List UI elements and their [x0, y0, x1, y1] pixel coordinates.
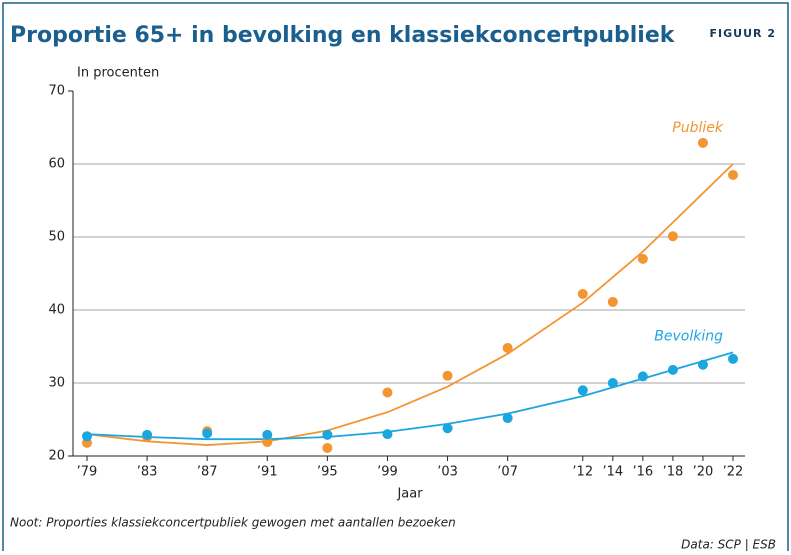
data-point	[697, 137, 708, 148]
x-axis-label: Jaar	[396, 487, 423, 502]
data-point	[202, 428, 213, 439]
series-label: Publiek	[672, 120, 724, 136]
data-point	[728, 353, 738, 364]
x-tick-label: ’22	[723, 465, 744, 480]
x-tick-label: ’91	[257, 465, 278, 480]
x-tick-label: ’95	[317, 465, 338, 480]
series-label: Bevolking	[654, 328, 723, 344]
x-tick-label: ’79	[77, 465, 98, 480]
x-tick-label: ’20	[693, 465, 714, 480]
x-tick-label: ’07	[497, 465, 518, 480]
data-point	[82, 431, 92, 442]
figure-label: FIGUUR 2	[710, 27, 776, 40]
data-point	[322, 442, 333, 453]
trend-line	[86, 163, 734, 446]
data-point	[322, 429, 333, 440]
y-tick-label: 60	[48, 157, 65, 172]
x-tick-label: ’87	[197, 465, 218, 480]
data-point	[607, 296, 618, 307]
y-tick-label: 70	[48, 84, 65, 99]
data-point	[697, 359, 708, 370]
y-tick-label: 20	[48, 449, 65, 464]
data-point	[382, 387, 393, 398]
x-tick-label: ’16	[633, 465, 654, 480]
data-point	[637, 253, 648, 264]
data-point	[262, 437, 273, 448]
data-point	[607, 378, 618, 388]
data-point	[142, 429, 153, 440]
data-point	[637, 371, 648, 382]
x-tick-label: ’12	[572, 465, 593, 480]
data-point	[262, 429, 273, 440]
source: Data: SCP | ESB	[681, 538, 776, 552]
data-point	[577, 288, 588, 299]
x-tick-label: ’83	[137, 465, 158, 480]
data-point	[442, 423, 453, 434]
chart-title: Proportie 65+ in bevolking en klassiekco…	[10, 23, 676, 48]
y-tick-label: 40	[48, 303, 65, 318]
data-point	[728, 169, 738, 180]
data-point	[667, 364, 678, 375]
x-tick-label: ’99	[377, 465, 398, 480]
x-tick-label: ’14	[602, 465, 623, 480]
data-point	[442, 370, 453, 381]
trend-line	[86, 351, 734, 441]
y-axis-label: In procenten	[77, 66, 159, 81]
x-tick-label: ’03	[437, 465, 458, 480]
note: Noot: Proporties klassiekconcertpubliek …	[10, 516, 456, 530]
x-tick-label: ’18	[663, 465, 684, 480]
data-point	[667, 231, 678, 242]
y-tick-label: 30	[48, 376, 65, 391]
data-point	[502, 413, 513, 424]
data-point	[502, 342, 513, 353]
data-point	[382, 429, 393, 440]
data-point	[577, 385, 588, 396]
y-tick-label: 50	[48, 230, 65, 245]
